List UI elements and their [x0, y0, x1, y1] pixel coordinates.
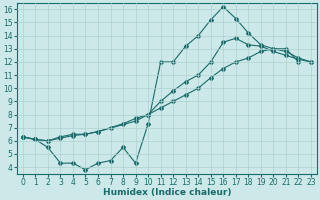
X-axis label: Humidex (Indice chaleur): Humidex (Indice chaleur)	[103, 188, 231, 197]
